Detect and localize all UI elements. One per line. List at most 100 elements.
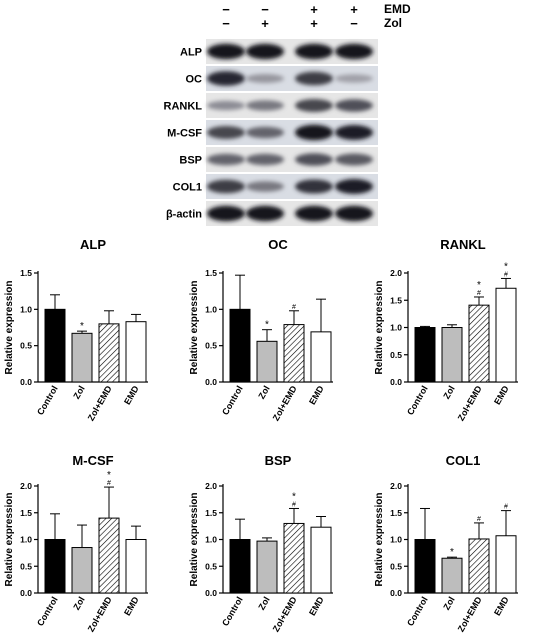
blot-band xyxy=(246,43,284,60)
y-tick-label: 0.0 xyxy=(20,588,32,598)
y-tick-label: 0.0 xyxy=(390,377,402,387)
bar-chart-m-csf: M-CSF Relative expression 0.0 0.5 1.0 1.5 2.0 C… xyxy=(4,453,148,634)
bar xyxy=(44,308,66,383)
blot-band xyxy=(246,100,284,111)
blot-band xyxy=(207,205,245,222)
bar xyxy=(495,287,517,383)
blot-band xyxy=(246,126,284,139)
x-tick-label: EMD xyxy=(492,384,511,407)
blot-band xyxy=(295,43,333,60)
blot-band xyxy=(295,205,333,222)
x-tick-label: Zol xyxy=(441,384,456,401)
bar xyxy=(468,304,490,383)
x-tick-label: Zol+EMD xyxy=(86,595,114,634)
x-tick-label: Zol xyxy=(441,595,456,612)
significance-marker: # xyxy=(477,516,481,523)
bar xyxy=(71,332,93,383)
bar xyxy=(256,340,278,383)
blot-row-label: M-CSF xyxy=(167,128,202,140)
bar xyxy=(98,323,120,383)
y-tick-label: 0.5 xyxy=(20,561,32,571)
y-tick-label: 1.5 xyxy=(20,268,32,278)
significance-marker: * xyxy=(477,280,481,291)
bar xyxy=(44,539,66,594)
blot-band xyxy=(207,71,245,86)
y-axis-label: Relative expression xyxy=(374,493,385,587)
significance-marker: # xyxy=(504,271,508,278)
treatment-sign: + xyxy=(310,2,318,17)
blot-band xyxy=(335,179,373,194)
x-tick-label: Control xyxy=(35,384,60,417)
significance-marker: * xyxy=(504,261,508,272)
bar xyxy=(283,324,305,383)
x-tick-label: Zol+EMD xyxy=(86,384,114,423)
blot-band xyxy=(335,74,373,83)
bar xyxy=(495,535,517,594)
significance-marker: * xyxy=(450,547,454,558)
blot-row-label: OC xyxy=(186,74,203,86)
bar xyxy=(229,539,251,594)
blot-band xyxy=(207,179,245,194)
blot-band xyxy=(246,181,284,192)
x-tick-label: Zol+EMD xyxy=(271,595,299,634)
blot-band xyxy=(335,125,373,140)
chart-title: BSP xyxy=(265,453,292,468)
y-axis-label: Relative expression xyxy=(374,281,385,375)
y-tick-label: 2.0 xyxy=(205,481,217,491)
significance-marker: # xyxy=(107,480,111,487)
significance-marker: # xyxy=(292,304,296,311)
bar xyxy=(468,538,490,594)
treatment-sign: + xyxy=(261,16,269,31)
x-tick-label: Control xyxy=(405,384,430,417)
y-tick-label: 1.0 xyxy=(390,323,402,333)
blot-band xyxy=(295,124,333,141)
bar-chart-rankl: RANKL Relative expression 0.0 0.5 1.0 1.5 2.0 C… xyxy=(374,237,518,423)
x-tick-label: Control xyxy=(220,384,245,417)
y-tick-label: 2.0 xyxy=(390,481,402,491)
y-tick-label: 0.0 xyxy=(390,588,402,598)
blot-band xyxy=(295,153,333,166)
blot-band xyxy=(295,179,333,194)
treatment-sign: − xyxy=(222,16,230,31)
x-tick-label: Zol xyxy=(256,595,271,612)
y-tick-label: 2.0 xyxy=(390,268,402,278)
x-tick-label: Control xyxy=(35,595,60,628)
x-tick-label: Control xyxy=(405,595,430,628)
significance-marker: * xyxy=(265,320,269,331)
y-tick-label: 1.5 xyxy=(205,268,217,278)
x-tick-label: Zol+EMD xyxy=(271,384,299,423)
bar xyxy=(310,526,332,594)
blot-band xyxy=(295,99,333,112)
bar xyxy=(414,539,436,594)
bar-chart-col1: COL1 Relative expression 0.0 0.5 1.0 1.5 2.0 Co… xyxy=(374,453,518,634)
blot-row-label: RANKL xyxy=(164,101,203,113)
x-tick-label: Zol+EMD xyxy=(456,595,484,634)
x-tick-label: EMD xyxy=(492,595,511,618)
chart-title: M-CSF xyxy=(72,453,113,468)
y-axis-label: Relative expression xyxy=(4,493,15,587)
x-tick-label: Zol+EMD xyxy=(456,384,484,423)
significance-marker: * xyxy=(107,470,111,481)
y-tick-label: 1.0 xyxy=(20,304,32,314)
blot-band xyxy=(246,153,284,166)
x-tick-label: Zol xyxy=(71,595,86,612)
bar xyxy=(98,517,120,594)
bar xyxy=(441,327,463,383)
western-blot-panel: − − + + EMD− + + − ZolALPOCRANKLM-CSFBSPCOL1β-ac… xyxy=(164,2,411,226)
y-tick-label: 1.0 xyxy=(390,535,402,545)
y-tick-label: 1.5 xyxy=(205,508,217,518)
y-tick-label: 2.0 xyxy=(20,481,32,491)
significance-marker: # xyxy=(504,504,508,511)
y-tick-label: 0.0 xyxy=(205,377,217,387)
y-tick-label: 1.0 xyxy=(205,535,217,545)
bar xyxy=(310,331,332,383)
blot-band xyxy=(207,153,245,166)
y-tick-label: 0.5 xyxy=(390,561,402,571)
blot-band xyxy=(295,71,333,86)
blot-band xyxy=(246,205,284,222)
blot-band xyxy=(335,99,373,112)
blot-row-label: β-actin xyxy=(166,209,202,221)
blot-band xyxy=(335,205,373,222)
bar xyxy=(256,540,278,594)
blot-row-label: COL1 xyxy=(173,182,202,194)
